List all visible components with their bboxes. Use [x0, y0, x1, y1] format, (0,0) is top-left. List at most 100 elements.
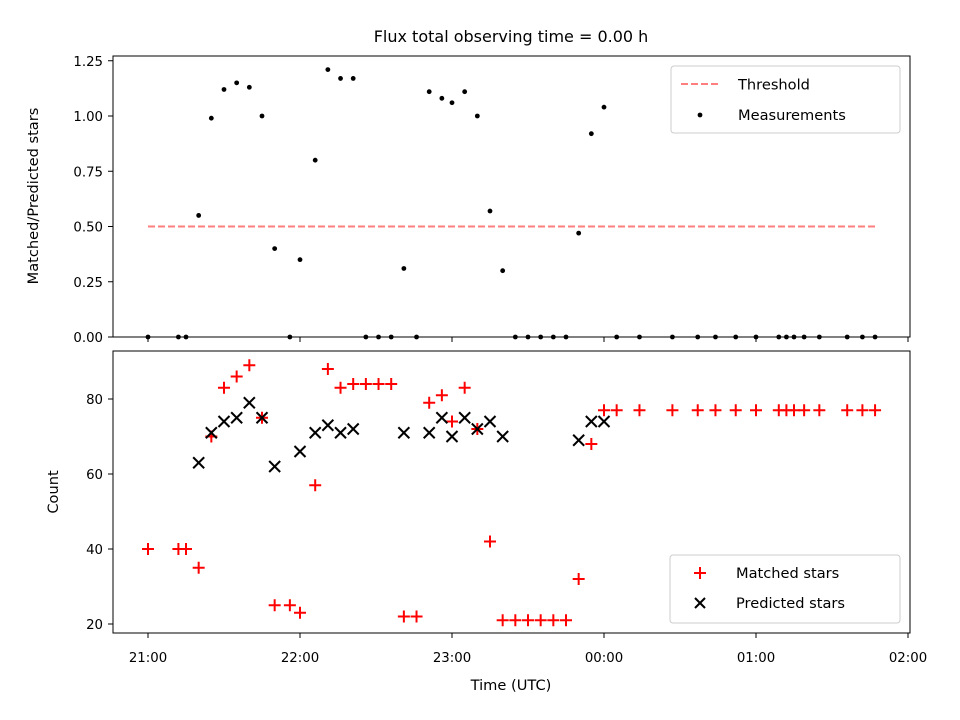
predicted-star-stroke-b	[435, 411, 449, 424]
predicted-star-point	[243, 396, 256, 409]
matched-star-point	[585, 438, 598, 450]
measurement-point	[487, 208, 493, 214]
predicted-star-point	[435, 411, 449, 424]
matched-star-point	[484, 535, 496, 548]
bottom-y-axis-label: Count	[45, 470, 62, 514]
predicted-star-stroke-b	[321, 419, 335, 432]
predicted-star-point	[308, 426, 322, 439]
chart-title: Flux total observing time = 0.00 h	[374, 27, 649, 46]
measurement-point	[221, 87, 227, 92]
matched-star-point	[709, 404, 722, 417]
measurement-point	[246, 84, 252, 90]
top-panel: Flux total observing time = 0.00 h 0.000…	[25, 27, 911, 346]
bottom-x-tick-label: 23:00	[433, 651, 471, 666]
bottom-x-tick-label: 02:00	[889, 651, 927, 666]
predicted-star-point	[597, 415, 611, 428]
matched-star-point	[691, 404, 704, 417]
matched-legend-swatch	[694, 567, 706, 579]
predicted-star-point	[458, 411, 471, 424]
predicted-star-stroke-b	[334, 426, 347, 439]
predicted-star-point	[293, 445, 307, 458]
measurement-point	[449, 100, 455, 106]
legend-predicted-label: Predicted stars	[736, 595, 845, 612]
predicted-star-point	[445, 430, 459, 443]
matched-star-point	[334, 381, 347, 394]
bottom-legend: Matched stars Predicted stars	[669, 554, 901, 624]
matched-star-point	[798, 404, 811, 417]
predicted-star-stroke-b	[445, 430, 459, 443]
matched-star-point	[268, 599, 281, 612]
predicted-star-stroke-b	[255, 411, 269, 424]
matched-star-point	[446, 415, 458, 428]
bottom-y-tick-label: 80	[86, 393, 103, 408]
matched-star-point	[385, 378, 398, 390]
measurement-point	[500, 268, 506, 274]
top-y-axis-label: Matched/Predicted stars	[25, 108, 42, 285]
predicted-star-point	[397, 426, 411, 439]
predicted-star-stroke-b	[217, 415, 231, 428]
matched-star-point	[788, 404, 800, 417]
measurements-legend-swatch	[697, 112, 703, 118]
top-y-tick-label: 0.50	[73, 221, 103, 236]
top-legend: Threshold Measurements	[670, 65, 901, 134]
matched-star-point	[750, 404, 762, 417]
measurement-point	[297, 257, 303, 263]
matched-star-point	[598, 404, 610, 417]
bottom-x-tick-label: 21:00	[129, 651, 167, 666]
bottom-y-tick-label: 20	[86, 618, 103, 633]
bottom-x-tick-label: 01:00	[737, 651, 775, 666]
predicted-star-stroke-b	[458, 411, 471, 424]
matched-star-point	[218, 381, 230, 394]
predicted-star-stroke-b	[597, 415, 611, 428]
measurement-point	[474, 113, 480, 119]
bottom-y-tick-label: 60	[86, 468, 103, 483]
predicted-star-stroke-b	[268, 460, 281, 473]
predicted-star-stroke-b	[192, 456, 205, 469]
predicted-star-point	[471, 422, 484, 436]
predicted-star-point	[496, 430, 509, 443]
predicted-star-stroke-b	[483, 415, 497, 428]
matched-star-point	[496, 614, 509, 627]
matched-star-point	[347, 378, 360, 390]
predicted-star-point	[192, 456, 205, 469]
predicted-star-point	[572, 434, 585, 447]
top-plot-frame	[112, 55, 911, 338]
predicted-star-point	[255, 411, 269, 424]
bottom-y-tick-label: 40	[86, 543, 103, 558]
matched-star-point	[869, 404, 882, 417]
measurement-point	[208, 115, 214, 121]
matched-star-point	[192, 561, 205, 574]
matched-star-point	[283, 599, 296, 612]
measurement-point	[426, 89, 432, 95]
predicted-stars-series	[192, 396, 611, 473]
matched-star-point	[359, 378, 372, 390]
predicted-star-point	[422, 426, 436, 439]
predicted-star-stroke-b	[205, 426, 218, 439]
top-x-axis	[147, 337, 909, 342]
measurement-point	[588, 131, 594, 137]
x-axis-label: Time (UTC)	[470, 677, 552, 694]
matched-star-point	[729, 404, 742, 417]
top-y-tick-label: 1.00	[73, 110, 103, 125]
predicted-star-stroke-b	[308, 426, 322, 439]
measurement-point	[196, 213, 202, 218]
legend-measurements-label: Measurements	[738, 107, 846, 124]
matched-star-point	[522, 614, 534, 627]
top-y-axis: 0.00 0.25 0.50 0.75 1.00 1.25	[73, 55, 113, 346]
predicted-star-stroke-b	[585, 415, 598, 428]
predicted-star-point	[321, 419, 335, 432]
predicted-star-point	[346, 422, 360, 436]
measurement-point	[601, 104, 607, 110]
measurement-point	[259, 113, 265, 119]
measurement-point	[312, 157, 318, 163]
predicted-star-stroke-b	[293, 445, 307, 458]
measurement-point	[325, 67, 331, 72]
top-y-tick-label: 0.25	[73, 276, 103, 291]
predicted-star-point	[205, 426, 218, 439]
predicted-star-stroke-b	[397, 426, 411, 439]
measurement-point	[234, 80, 240, 86]
matched-star-point	[435, 389, 448, 402]
matched-star-point	[841, 404, 854, 417]
predicted-star-stroke-b	[471, 422, 484, 436]
